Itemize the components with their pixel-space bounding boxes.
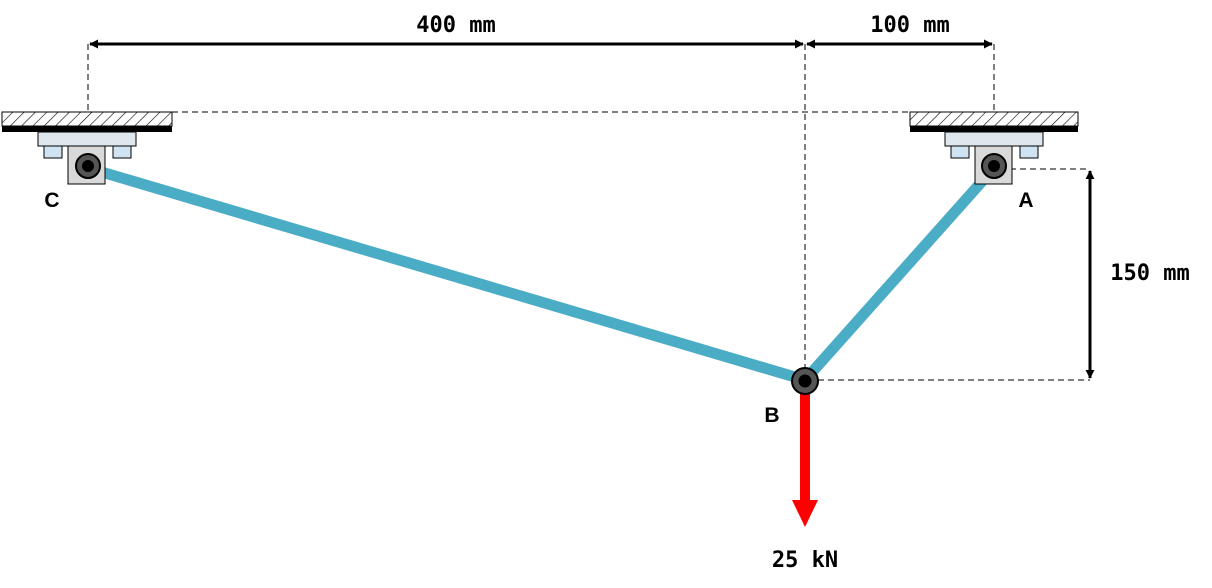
pin-c-center xyxy=(82,160,94,172)
load-label: 25 kN xyxy=(772,548,838,573)
point-label-a: A xyxy=(1018,189,1033,212)
support-a-plate xyxy=(944,131,1044,147)
support-c-plate xyxy=(37,131,137,147)
support-c-ceiling-bar xyxy=(2,126,172,132)
support-a-bolt-right xyxy=(1019,145,1039,159)
support-c-ceiling-hatch xyxy=(1,111,173,127)
load-arrow-head xyxy=(792,500,818,527)
pin-a-center xyxy=(988,160,1000,172)
reference-lines xyxy=(87,44,1090,381)
dimension-label-100: 100 mm xyxy=(870,13,949,38)
load-arrow xyxy=(792,385,818,527)
point-label-c: C xyxy=(44,189,59,212)
support-a-ceiling-hatch xyxy=(909,111,1079,127)
dimension-arrows xyxy=(89,39,1095,379)
support-c-bolt-right xyxy=(112,145,132,159)
member-ab xyxy=(800,164,999,384)
member-cb xyxy=(86,162,807,386)
point-label-b: B xyxy=(764,404,779,427)
support-a-ceiling-bar xyxy=(910,126,1078,132)
load-arrow-shaft xyxy=(800,385,810,503)
support-a xyxy=(909,111,1079,185)
support-c xyxy=(1,111,173,185)
members xyxy=(86,162,999,386)
support-c-bolt-left xyxy=(43,145,63,159)
support-a-bolt-left xyxy=(950,145,970,159)
pin-b-center xyxy=(798,374,812,388)
dimension-label-150: 150 mm xyxy=(1110,261,1189,286)
dimension-label-400: 400 mm xyxy=(416,13,495,38)
